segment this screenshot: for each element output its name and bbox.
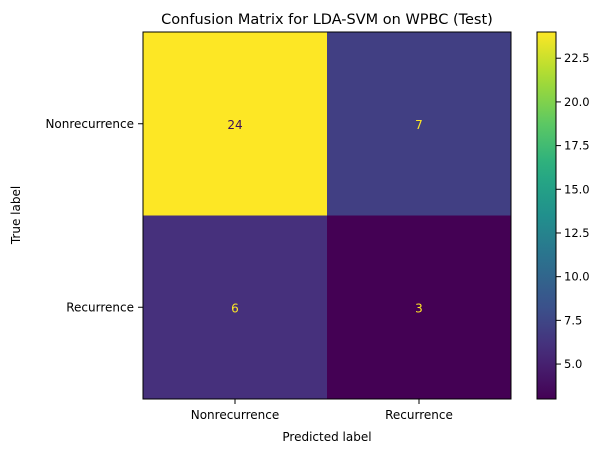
colorbar-tick-label: 10.0 [564,270,590,284]
colorbar-tick-label: 12.5 [564,226,590,240]
y-axis-label: True label [9,186,23,245]
cell-value-label: 3 [415,301,423,315]
x-tick-label: Nonrecurrence [191,408,280,422]
colorbar [536,31,557,400]
heatmap-cell [143,32,327,216]
colorbar-tick-label: 5.0 [564,357,582,371]
y-tick-label: Nonrecurrence [45,117,134,131]
colorbar-tick-label: 15.0 [564,182,590,196]
chart-title: Confusion Matrix for LDA-SVM on WPBC (Te… [161,12,493,28]
x-tick-label: Recurrence [385,408,453,422]
colorbar-tick-label: 22.5 [564,51,590,65]
cell-value-label: 6 [231,301,239,315]
colorbar-tick-label: 17.5 [564,139,590,153]
x-axis-label: Predicted label [282,430,371,444]
heatmap-cell [327,32,511,216]
plot-frame [142,31,512,400]
cell-value-label: 24 [227,118,242,132]
cell-value-label: 7 [415,118,423,132]
y-tick-label: Recurrence [66,300,134,314]
colorbar-tick-label: 20.0 [564,95,590,109]
heatmap-cell [143,215,327,399]
y-axis-ticks: Nonrecurrence Recurrence [45,117,143,314]
heatmap-cell [327,215,511,399]
heatmap-cells [143,32,511,399]
colorbar-tick-label: 7.5 [564,313,582,327]
cell-value-labels: 24 7 6 3 [227,118,422,316]
colorbar-ticks: 5.0 7.5 10.0 12.5 15.0 17.5 20.0 22.5 [556,51,590,371]
x-axis-ticks: Nonrecurrence Recurrence [191,399,453,422]
